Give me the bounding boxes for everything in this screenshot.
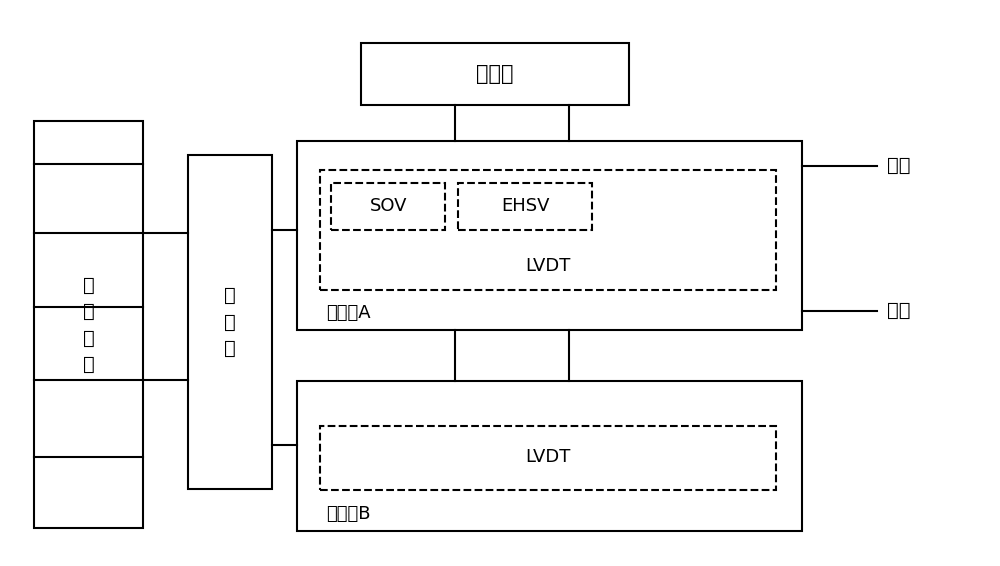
Text: 标定仪: 标定仪 <box>476 64 514 84</box>
Text: SOV: SOV <box>370 198 407 215</box>
Bar <box>188 155 272 490</box>
Bar <box>331 183 445 230</box>
Text: 供油: 供油 <box>887 301 910 320</box>
Text: LVDT: LVDT <box>525 448 570 466</box>
Bar <box>34 121 143 529</box>
Bar <box>320 426 776 491</box>
Bar <box>297 141 802 331</box>
Text: EHSV: EHSV <box>501 198 550 215</box>
Bar <box>458 183 592 230</box>
Bar <box>297 380 802 531</box>
Text: 作动筒A: 作动筒A <box>326 304 371 322</box>
Text: 作动筒B: 作动筒B <box>326 505 371 523</box>
Text: 回油: 回油 <box>887 156 910 175</box>
Text: 导
流
叶
片: 导 流 叶 片 <box>83 276 94 374</box>
Text: LVDT: LVDT <box>525 258 570 275</box>
Bar <box>361 43 629 105</box>
Bar <box>320 170 776 290</box>
Text: 联
动
环: 联 动 环 <box>224 286 236 358</box>
